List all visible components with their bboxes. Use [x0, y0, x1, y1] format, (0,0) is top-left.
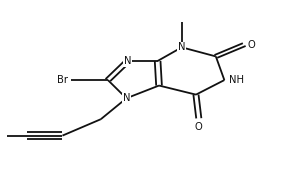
Text: O: O [247, 40, 255, 50]
Text: N: N [124, 56, 131, 66]
Text: N: N [123, 93, 130, 103]
Text: NH: NH [229, 75, 245, 85]
Text: O: O [195, 122, 203, 132]
Text: N: N [178, 42, 185, 52]
Text: Br: Br [57, 75, 68, 85]
